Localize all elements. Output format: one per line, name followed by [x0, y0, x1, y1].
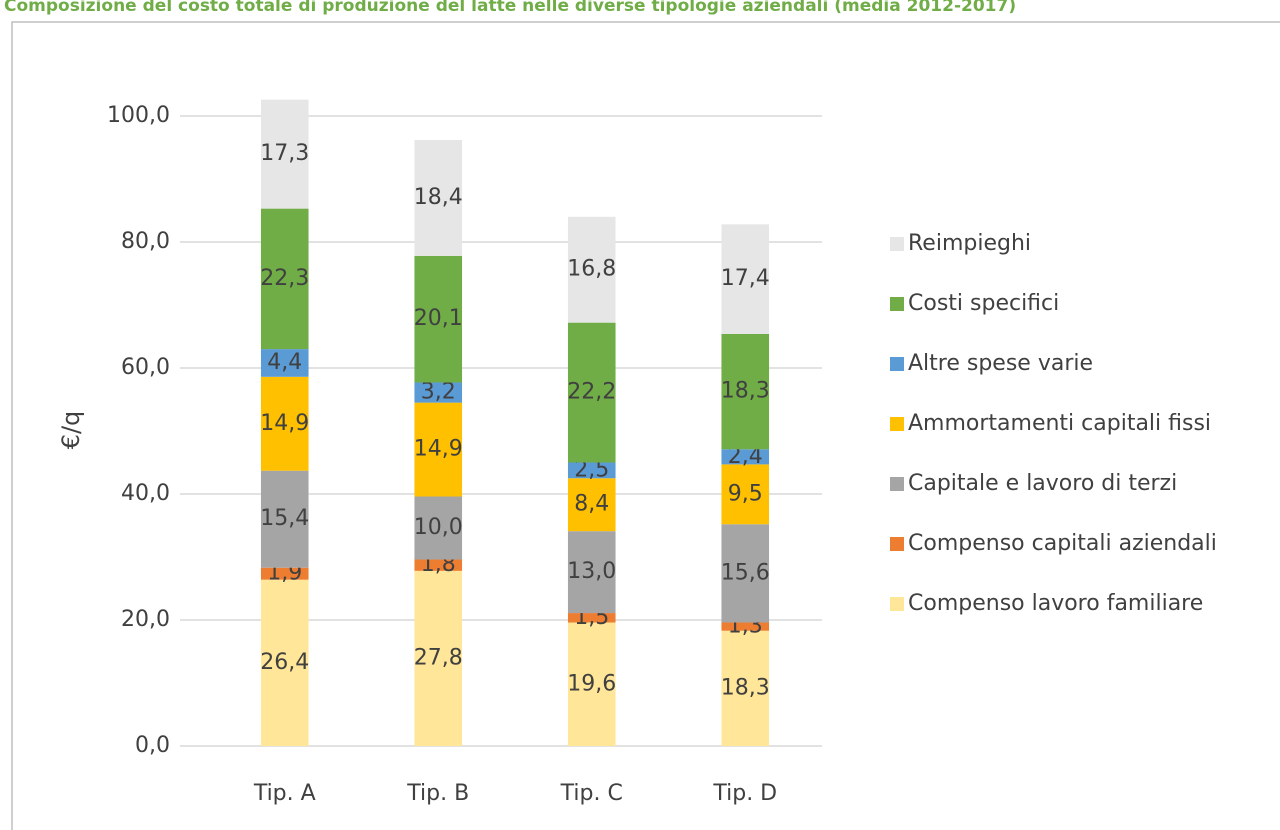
- data-label: 13,0: [567, 559, 616, 584]
- chart-title: Composizione del costo totale di produzi…: [4, 0, 1016, 16]
- bar-segment: [414, 496, 463, 560]
- bar-segment: [260, 349, 309, 377]
- bar-segment: [414, 402, 463, 497]
- data-label: 4,4: [267, 350, 302, 375]
- legend-swatch: [890, 537, 904, 551]
- bar-segment: [567, 613, 616, 623]
- data-label: 14,9: [414, 437, 463, 462]
- data-label: 20,1: [414, 306, 463, 331]
- bar-segment: [414, 570, 463, 746]
- x-tick-label: Tip. C: [560, 781, 623, 806]
- bar-segment: [414, 559, 463, 571]
- bar-segment: [721, 449, 770, 465]
- legend-swatch: [890, 237, 904, 251]
- legend-swatch: [890, 597, 904, 611]
- bar-segment: [414, 139, 463, 256]
- bar-segment: [721, 622, 770, 631]
- bar-segment: [721, 464, 770, 525]
- bar-segment: [567, 478, 616, 532]
- data-label: 22,2: [567, 380, 616, 405]
- data-label: 17,4: [721, 266, 770, 291]
- data-label: 15,6: [721, 560, 770, 585]
- data-label: 19,6: [567, 671, 616, 696]
- data-label: 18,3: [721, 675, 770, 700]
- bar-segment: [260, 470, 309, 568]
- data-label: 10,0: [414, 515, 463, 540]
- y-tick-label: 100,0: [107, 103, 170, 128]
- data-label: 22,3: [260, 266, 309, 291]
- data-label: 18,3: [721, 379, 770, 404]
- legend-label: Compenso lavoro familiare: [908, 591, 1203, 616]
- bar-segment: [260, 579, 309, 746]
- bar-segment: [721, 333, 770, 450]
- bar-segment: [260, 376, 309, 471]
- x-tick-label: Tip. A: [253, 781, 316, 806]
- legend-label: Compenso capitali aziendali: [908, 531, 1217, 556]
- legend-swatch: [890, 297, 904, 311]
- x-tick-label: Tip. B: [406, 781, 469, 806]
- y-axis-label: €/q: [57, 411, 85, 450]
- legend-label: Capitale e lavoro di terzi: [908, 471, 1177, 496]
- bar-segment: [414, 255, 463, 383]
- bar-segment: [414, 382, 463, 403]
- data-label: 26,4: [260, 650, 309, 675]
- bar-segment: [721, 630, 770, 746]
- data-label: 15,4: [260, 506, 309, 531]
- data-label: 14,9: [260, 411, 309, 436]
- data-label: 8,4: [574, 492, 609, 517]
- legend-label: Reimpieghi: [908, 231, 1031, 256]
- bar-segment: [567, 216, 616, 323]
- bar-segment: [721, 524, 770, 623]
- y-tick-label: 80,0: [121, 229, 170, 254]
- x-tick-label: Tip. D: [712, 781, 777, 806]
- legend-label: Ammortamenti capitali fissi: [908, 411, 1211, 436]
- bar-segment: [567, 531, 616, 614]
- legend-swatch: [890, 357, 904, 371]
- legend-label: Costi specifici: [908, 291, 1059, 316]
- chart-border: [11, 21, 1280, 830]
- y-tick-label: 40,0: [121, 481, 170, 506]
- y-tick-label: 60,0: [121, 355, 170, 380]
- data-label: 18,4: [414, 185, 463, 210]
- legend-swatch: [890, 417, 904, 431]
- y-tick-label: 0,0: [135, 733, 170, 758]
- bar-segment: [567, 622, 616, 746]
- data-label: 3,2: [421, 380, 456, 405]
- bar-segment: [721, 224, 770, 334]
- legend-label: Altre spese varie: [908, 351, 1093, 376]
- bar-segment: [567, 462, 616, 479]
- data-label: 9,5: [728, 481, 763, 506]
- legend-swatch: [890, 477, 904, 491]
- y-tick-label: 20,0: [121, 607, 170, 632]
- bar-segment: [260, 567, 309, 580]
- bar-segment: [260, 208, 309, 350]
- data-label: 17,3: [260, 141, 309, 166]
- data-label: 16,8: [567, 257, 616, 282]
- data-label: 27,8: [414, 645, 463, 670]
- bar-segment: [567, 322, 616, 463]
- bar-segment: [260, 99, 309, 209]
